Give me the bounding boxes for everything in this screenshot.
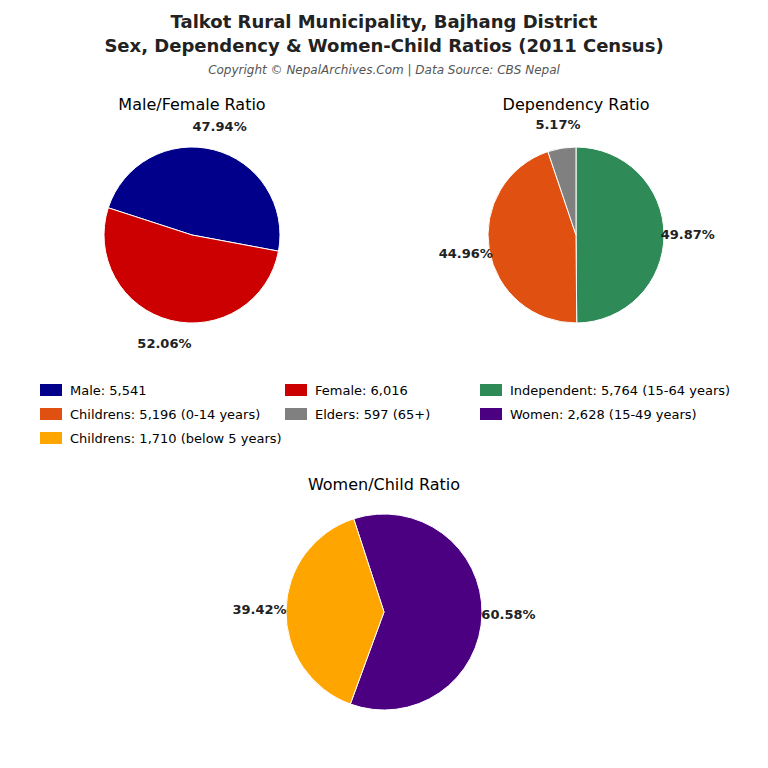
data-label: 5.17% bbox=[535, 117, 580, 132]
data-label: 44.96% bbox=[439, 246, 493, 261]
data-label: 39.42% bbox=[232, 602, 286, 617]
pie: 49.87% 44.96% 5.17% bbox=[439, 117, 715, 323]
pie-slice bbox=[286, 519, 384, 704]
pie-title: Women/Child Ratio bbox=[308, 475, 460, 494]
legend-swatch bbox=[480, 384, 502, 396]
pie: 47.94% 52.06% bbox=[104, 119, 280, 351]
legend-swatch bbox=[480, 408, 502, 420]
legend-label: Childrens: 5,196 (0-14 years) bbox=[70, 407, 260, 422]
subtitle: Sex, Dependency & Women-Child Ratios (20… bbox=[104, 35, 663, 56]
legend-label: Male: 5,541 bbox=[70, 383, 147, 398]
pie-title: Male/Female Ratio bbox=[118, 95, 265, 114]
legend-label: Female: 6,016 bbox=[315, 383, 408, 398]
legend-swatch bbox=[40, 432, 62, 444]
chart: Talkot Rural Municipality, Bajhang Distr… bbox=[0, 0, 768, 768]
legend: Male: 5,541 Female: 6,016 Independent: 5,7… bbox=[40, 383, 730, 446]
pie-slice bbox=[576, 147, 664, 323]
data-label: 47.94% bbox=[193, 119, 247, 134]
legend-swatch bbox=[285, 408, 307, 420]
pie-slice bbox=[548, 147, 576, 235]
legend-swatch bbox=[285, 384, 307, 396]
data-label: 52.06% bbox=[137, 336, 191, 351]
legend-label: Elders: 597 (65+) bbox=[315, 407, 430, 422]
data-label: 60.58% bbox=[481, 607, 535, 622]
legend-swatch bbox=[40, 408, 62, 420]
data-label: 49.87% bbox=[661, 227, 715, 242]
pie-slice bbox=[104, 208, 279, 323]
legend-label: Independent: 5,764 (15-64 years) bbox=[510, 383, 730, 398]
title: Talkot Rural Municipality, Bajhang Distr… bbox=[171, 11, 598, 32]
legend-label: Women: 2,628 (15-49 years) bbox=[510, 407, 697, 422]
legend-swatch bbox=[40, 384, 62, 396]
annotation: Copyright © NepalArchives.Com | Data Sou… bbox=[208, 63, 560, 77]
pie-title: Dependency Ratio bbox=[503, 95, 650, 114]
pie: 60.58% 39.42% bbox=[232, 514, 535, 710]
legend-label: Childrens: 1,710 (below 5 years) bbox=[70, 431, 282, 446]
